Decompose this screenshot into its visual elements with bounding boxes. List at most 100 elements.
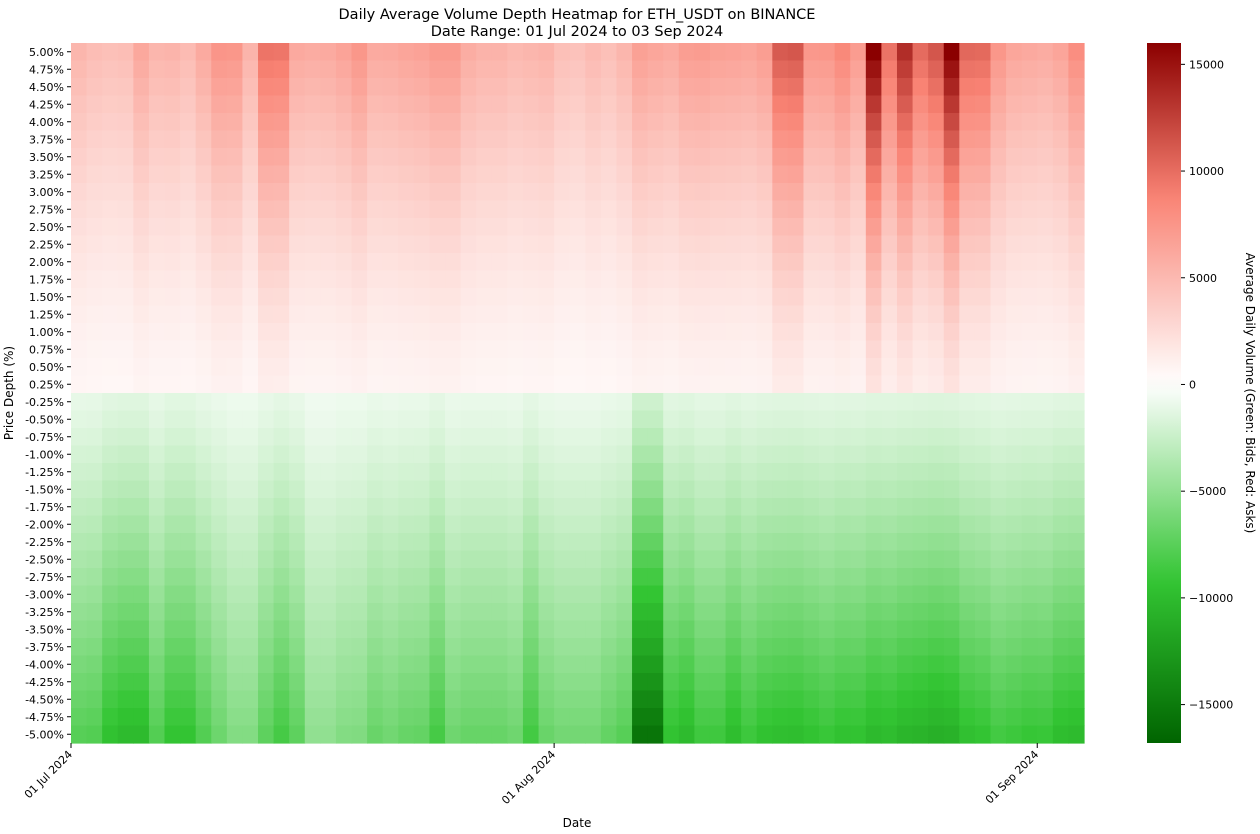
heatmap-cell [569, 410, 586, 429]
heatmap-cell [1068, 655, 1085, 674]
heatmap-cell [289, 690, 306, 709]
heatmap-cell [834, 603, 851, 622]
heatmap-cell [367, 428, 384, 447]
heatmap-cell [1006, 533, 1023, 552]
heatmap-cell [787, 725, 805, 744]
heatmap-cell [429, 480, 446, 499]
heatmap-cell [990, 515, 1007, 534]
heatmap-cell [709, 270, 727, 289]
heatmap-cell [71, 480, 88, 499]
heatmap-cell [398, 375, 415, 394]
heatmap-cell [694, 323, 711, 342]
heatmap-cell [226, 253, 244, 272]
heatmap-cell [990, 130, 1007, 149]
y-axis-label: Price Depth (%) [2, 346, 16, 440]
heatmap-cell [242, 498, 259, 517]
heatmap-cell [632, 113, 649, 132]
heatmap-cell [725, 725, 742, 744]
heatmap-cell [1006, 445, 1023, 464]
heatmap-cell [507, 43, 524, 62]
heatmap-cell [881, 620, 898, 639]
heatmap-cell [507, 638, 524, 657]
heatmap-cell [164, 148, 181, 167]
heatmap-cell [382, 95, 399, 114]
heatmap-cell [834, 218, 851, 237]
heatmap-cell [896, 375, 914, 394]
heatmap-cell [335, 428, 353, 447]
heatmap-cell [242, 585, 259, 604]
heatmap-cell [86, 43, 103, 62]
heatmap-cell [351, 708, 368, 727]
heatmap-cell [102, 428, 119, 447]
heatmap-cell [600, 515, 618, 534]
heatmap-cell [881, 95, 898, 114]
heatmap-cell [195, 218, 212, 237]
heatmap-cell [538, 533, 555, 552]
heatmap-cell [943, 498, 960, 517]
heatmap-cell [507, 725, 524, 744]
heatmap-cell [1021, 480, 1038, 499]
heatmap-cell [959, 375, 976, 394]
heatmap-cell [881, 270, 898, 289]
heatmap-cell [273, 533, 290, 552]
heatmap-cell [569, 568, 586, 587]
heatmap-cell [242, 515, 259, 534]
heatmap-cell [382, 235, 399, 254]
heatmap-cell [86, 708, 103, 727]
heatmap-cell [834, 165, 851, 184]
heatmap-cell [694, 60, 711, 79]
heatmap-cell [803, 638, 820, 657]
heatmap-cell [850, 270, 867, 289]
heatmap-cell [335, 463, 353, 482]
heatmap-cell [133, 270, 150, 289]
heatmap-cell [1006, 375, 1023, 394]
heatmap-cell [86, 253, 103, 272]
heatmap-cell [569, 533, 586, 552]
heatmap-cell [226, 78, 244, 97]
heatmap-cell [585, 375, 602, 394]
heatmap-cell [335, 305, 353, 324]
heatmap-cell [632, 498, 649, 517]
heatmap-cell [896, 410, 914, 429]
heatmap-cell [398, 340, 415, 359]
heatmap-cell [304, 550, 321, 569]
heatmap-cell [102, 358, 119, 377]
heatmap-cell [522, 463, 540, 482]
heatmap-cell [164, 200, 181, 219]
heatmap-cell [304, 218, 321, 237]
heatmap-cell [211, 533, 228, 552]
heatmap-cell [616, 235, 633, 254]
heatmap-cell [289, 603, 306, 622]
heatmap-cell [335, 480, 353, 499]
heatmap-cell [460, 183, 477, 202]
heatmap-cell [943, 95, 960, 114]
heatmap-cell [1052, 463, 1070, 482]
heatmap-cell [382, 113, 399, 132]
heatmap-cell [180, 235, 197, 254]
heatmap-cell [850, 43, 867, 62]
heatmap-cell [678, 638, 695, 657]
heatmap-cell [600, 725, 618, 744]
heatmap-cell [398, 550, 415, 569]
heatmap-cell [258, 95, 275, 114]
heatmap-cell [367, 498, 384, 517]
heatmap-cell [71, 375, 88, 394]
heatmap-cell [538, 358, 555, 377]
colorbar-tick-label: −10000 [1189, 592, 1233, 605]
heatmap-cell [320, 305, 337, 324]
heatmap-cell [164, 165, 181, 184]
heatmap-cell [211, 673, 228, 692]
heatmap-cell [834, 568, 851, 587]
heatmap-cell [289, 428, 306, 447]
heatmap-cell [694, 620, 711, 639]
colorbar-tick-label: 15000 [1189, 58, 1224, 71]
heatmap-cell [538, 690, 555, 709]
heatmap-cell [959, 270, 976, 289]
heatmap-cell [71, 323, 88, 342]
heatmap-cell [819, 78, 836, 97]
heatmap-cell [538, 218, 555, 237]
heatmap-cell [709, 428, 727, 447]
heatmap-cell [211, 725, 228, 744]
heatmap-cell [351, 78, 368, 97]
heatmap-cell [148, 585, 166, 604]
